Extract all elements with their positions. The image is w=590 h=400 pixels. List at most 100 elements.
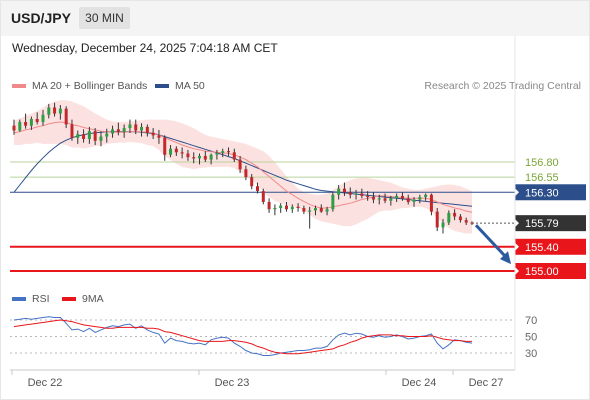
candle-body <box>232 152 236 160</box>
candle-body <box>163 137 167 155</box>
candle-body <box>342 188 346 193</box>
candle-body <box>331 194 335 210</box>
candle-body <box>255 186 259 192</box>
candle-body <box>174 148 178 153</box>
candle-body <box>227 151 231 153</box>
x-label-Dec 24: Dec 24 <box>402 377 437 389</box>
forecast-arrow-head <box>500 251 511 265</box>
level-label-155.00: 155.00 <box>525 266 559 278</box>
timeframe-button[interactable]: 30 MIN <box>79 7 130 29</box>
candle-body <box>389 198 393 201</box>
candle-body <box>140 126 144 131</box>
candle-body <box>371 197 375 200</box>
candle-body <box>203 155 207 160</box>
legend-9ma: 9MA <box>62 293 104 305</box>
candle-body <box>267 201 271 210</box>
level-tag-pointer-156.30 <box>515 188 519 197</box>
candle-body <box>284 205 288 210</box>
candle-body <box>250 177 254 187</box>
level-label-155.40: 155.40 <box>525 242 559 254</box>
candle-body <box>18 122 22 131</box>
candle-body <box>12 125 16 131</box>
candle-body <box>24 122 28 126</box>
level-tag-pointer-155.40 <box>515 242 519 251</box>
legend-rsi-swatch <box>12 297 26 301</box>
candle-body <box>296 206 300 209</box>
candle-body <box>111 129 115 134</box>
candle-body <box>308 210 312 212</box>
candle-body <box>366 195 370 198</box>
candle-body <box>458 216 462 221</box>
candle-body <box>377 198 381 200</box>
candle-body <box>400 195 404 199</box>
candle-body <box>325 209 329 212</box>
level-tag-pointer-155.00 <box>515 267 519 275</box>
candle-body <box>186 153 190 158</box>
x-label-Dec 23: Dec 23 <box>215 377 250 389</box>
candle-body <box>238 159 242 170</box>
candle-body <box>122 128 126 132</box>
legend-ma50-label: MA 50 <box>175 80 205 92</box>
candle-body <box>406 198 410 202</box>
last-price-tag-pointer <box>515 219 519 228</box>
rsi-level-label-70: 70 <box>525 315 537 327</box>
candle-body <box>360 193 364 196</box>
candle-body <box>58 108 62 114</box>
candle-body <box>453 212 457 217</box>
candle-body <box>447 212 451 223</box>
report-datetime: Wednesday, December 24, 2025 7:04:18 AM … <box>12 41 278 55</box>
candle-body <box>29 119 33 126</box>
legend-ma50-swatch <box>155 84 169 88</box>
symbol-title: USD/JPY <box>11 10 71 26</box>
forecast-arrow-shaft <box>474 224 509 260</box>
candle-body <box>319 208 323 212</box>
copyright-text: Research © 2025 Trading Central <box>424 80 581 92</box>
last-price-label: 155.79 <box>525 218 559 230</box>
candle-body <box>429 194 433 212</box>
candle-body <box>441 222 445 228</box>
candle-body <box>134 124 138 131</box>
candle-body <box>279 205 283 209</box>
candle-body <box>93 131 97 141</box>
candle-body <box>76 134 80 138</box>
top-bar: USD/JPY 30 MIN <box>0 0 590 36</box>
candle-body <box>105 133 109 137</box>
candle-body <box>116 129 120 132</box>
candle-body <box>215 152 219 155</box>
candle-body <box>128 124 132 129</box>
candle-body <box>244 169 248 178</box>
candle-body <box>395 195 399 199</box>
candle-body <box>412 199 416 202</box>
rsi-ma9-line <box>13 319 472 355</box>
level-label-156.55: 156.55 <box>525 172 559 184</box>
legend-ma20-swatch <box>12 84 26 88</box>
candle-body <box>192 157 196 159</box>
rsi-level-label-50: 50 <box>525 332 537 344</box>
candle-body <box>35 119 39 123</box>
candle-body <box>435 211 439 228</box>
x-label-Dec 27: Dec 27 <box>469 377 504 389</box>
legend-ma20-label: MA 20 + Bollinger Bands <box>32 80 148 92</box>
candle-body <box>354 193 358 195</box>
bollinger-band <box>14 100 472 234</box>
candle-body <box>198 155 202 159</box>
candle-body <box>290 206 294 210</box>
candle-body <box>169 148 173 155</box>
level-tag-156.30 <box>515 184 586 201</box>
legend-9ma-swatch <box>62 297 76 301</box>
candle-body <box>53 107 57 114</box>
candle-body <box>273 208 277 210</box>
candle-body <box>47 107 51 115</box>
level-label-156.30: 156.30 <box>525 187 559 199</box>
candle-body <box>221 151 225 153</box>
candle-body <box>209 154 213 160</box>
candle-body <box>157 135 161 138</box>
legend-ma20: MA 20 + Bollinger Bands <box>12 80 147 92</box>
candle-body <box>464 220 468 223</box>
candle-body <box>70 124 74 138</box>
candle-body <box>41 114 45 123</box>
x-label-Dec 22: Dec 22 <box>28 377 63 389</box>
candle-body <box>87 131 91 139</box>
legend-ma50: MA 50 <box>155 80 205 92</box>
